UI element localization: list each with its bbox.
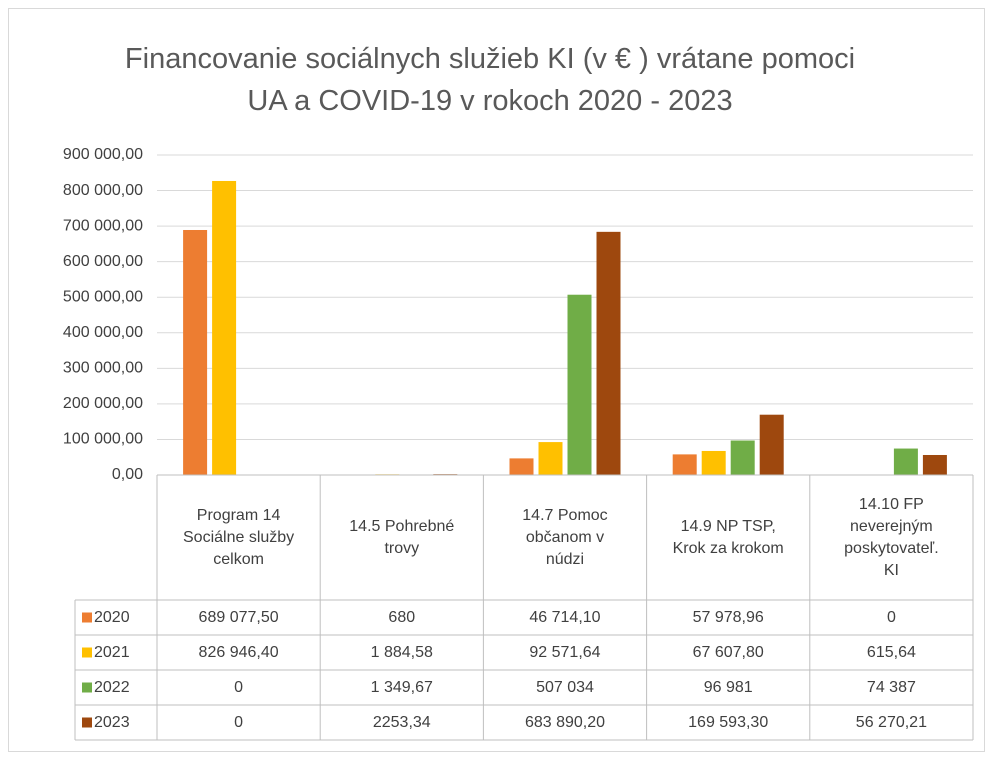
y-tick-label: 800 000,00 (63, 182, 143, 199)
table-value: 0 (886, 608, 896, 626)
table-value: 507 034 (536, 678, 594, 696)
legend-label: 2023 (94, 713, 130, 731)
legend-key (82, 682, 92, 693)
bar (212, 180, 237, 475)
table-value: 826 946,40 (198, 643, 279, 661)
bar (672, 454, 697, 475)
bar (922, 454, 947, 475)
table-value: 0 (234, 713, 244, 731)
category-label: 14.10 FP neverejným poskytovateľ. KI (844, 495, 939, 579)
y-tick-label: 200 000,00 (63, 395, 143, 412)
table-value: 74 387 (866, 678, 916, 696)
table-value: 57 978,96 (692, 608, 764, 626)
table-value: 1 349,67 (370, 678, 433, 696)
bar (183, 229, 208, 475)
table-value: 683 890,20 (524, 713, 606, 731)
y-tick-label: 900 000,00 (63, 146, 143, 163)
bar (893, 448, 918, 475)
bar (701, 450, 726, 475)
bar (730, 440, 755, 475)
table-value: 46 714,10 (529, 608, 601, 626)
legend-label: 2021 (94, 643, 130, 661)
chart-title: Financovanie sociálnych služieb KI (v € … (124, 43, 856, 117)
table-value: 0 (234, 678, 244, 696)
category-label: 14.5 Pohrebné trovy (349, 517, 455, 557)
legend-key (82, 647, 92, 658)
category-label: Program 14 Sociálne služby celkom (183, 506, 295, 568)
bar (538, 442, 563, 475)
table-value: 615,64 (866, 643, 916, 661)
y-tick-label: 500 000,00 (63, 288, 143, 305)
table-value: 680 (388, 608, 416, 626)
bar (759, 414, 784, 475)
y-tick-label: 700 000,00 (63, 217, 143, 234)
table-value: 2253,34 (372, 713, 431, 731)
table-value: 689 077,50 (198, 608, 279, 626)
legend-key (82, 612, 92, 623)
y-tick-label: 100 000,00 (63, 431, 143, 448)
category-label: 14.9 NP TSP, Krok za krokom (672, 517, 784, 557)
legend-label: 2020 (94, 608, 130, 626)
category-label: 14.7 Pomoc občanom v núdzi (522, 506, 608, 568)
table-value: 1 884,58 (370, 643, 433, 661)
y-tick-label: 300 000,00 (63, 360, 143, 377)
table-value: 92 571,64 (529, 643, 601, 661)
y-tick-label: 600 000,00 (63, 253, 143, 270)
bar (596, 231, 621, 475)
bar (509, 458, 534, 475)
legend-key (82, 717, 92, 728)
table-value: 169 593,30 (688, 713, 769, 731)
y-tick-label: 0,00 (112, 466, 143, 483)
table-value: 96 981 (703, 678, 753, 696)
chart-border (8, 8, 985, 752)
table-value: 67 607,80 (692, 643, 764, 661)
legend-label: 2022 (94, 678, 130, 696)
table-value: 56 270,21 (855, 713, 927, 731)
bar (567, 294, 592, 475)
y-tick-label: 400 000,00 (63, 324, 143, 341)
